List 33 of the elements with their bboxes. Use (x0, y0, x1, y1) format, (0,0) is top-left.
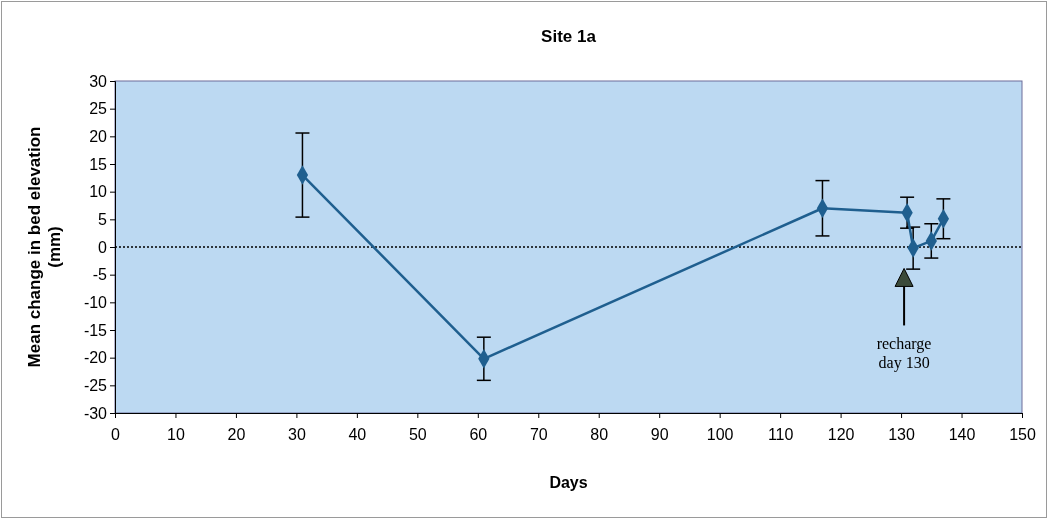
x-tick-label: 50 (408, 426, 427, 444)
y-axis-title: Mean change in bed elevation (mm) (25, 126, 65, 368)
y-tick-label: 15 (89, 155, 108, 173)
y-tick-label: -20 (83, 349, 108, 367)
y-tick-label: 25 (89, 100, 108, 118)
annotation: recharge day 130 (876, 335, 932, 372)
y-tick-label: 0 (98, 238, 108, 256)
x-tick-label: 90 (650, 426, 669, 444)
x-tick-label: 150 (1009, 426, 1036, 444)
y-tick-label: -10 (83, 293, 108, 311)
x-tick-label: 120 (827, 426, 855, 444)
x-tick-label: 80 (590, 426, 609, 444)
x-tick-label: 130 (888, 426, 916, 444)
chart-title: Site 1a (541, 27, 597, 46)
x-tick-label: 60 (469, 426, 488, 444)
x-tick-label: 70 (529, 426, 548, 444)
y-tick-label: -25 (83, 376, 108, 394)
x-tick-label: 40 (348, 426, 367, 444)
x-tick-label: 110 (767, 426, 794, 444)
x-tick-label: 20 (227, 426, 246, 444)
x-tick-label: 30 (288, 426, 306, 444)
y-tick-label: -30 (83, 404, 108, 422)
x-tick-label: 10 (167, 426, 185, 444)
y-tick-label: 20 (89, 127, 108, 145)
y-tick-label: -15 (83, 321, 108, 339)
x-tick-label: 100 (706, 426, 734, 444)
y-tick-label: 30 (89, 72, 108, 90)
x-tick-label: 140 (948, 426, 976, 444)
y-tick-label: -5 (92, 266, 108, 284)
x-axis-title: Days (549, 474, 588, 491)
y-tick-label: 10 (89, 183, 108, 201)
x-tick-label: 0 (111, 426, 121, 444)
y-tick-label: 5 (98, 210, 108, 228)
